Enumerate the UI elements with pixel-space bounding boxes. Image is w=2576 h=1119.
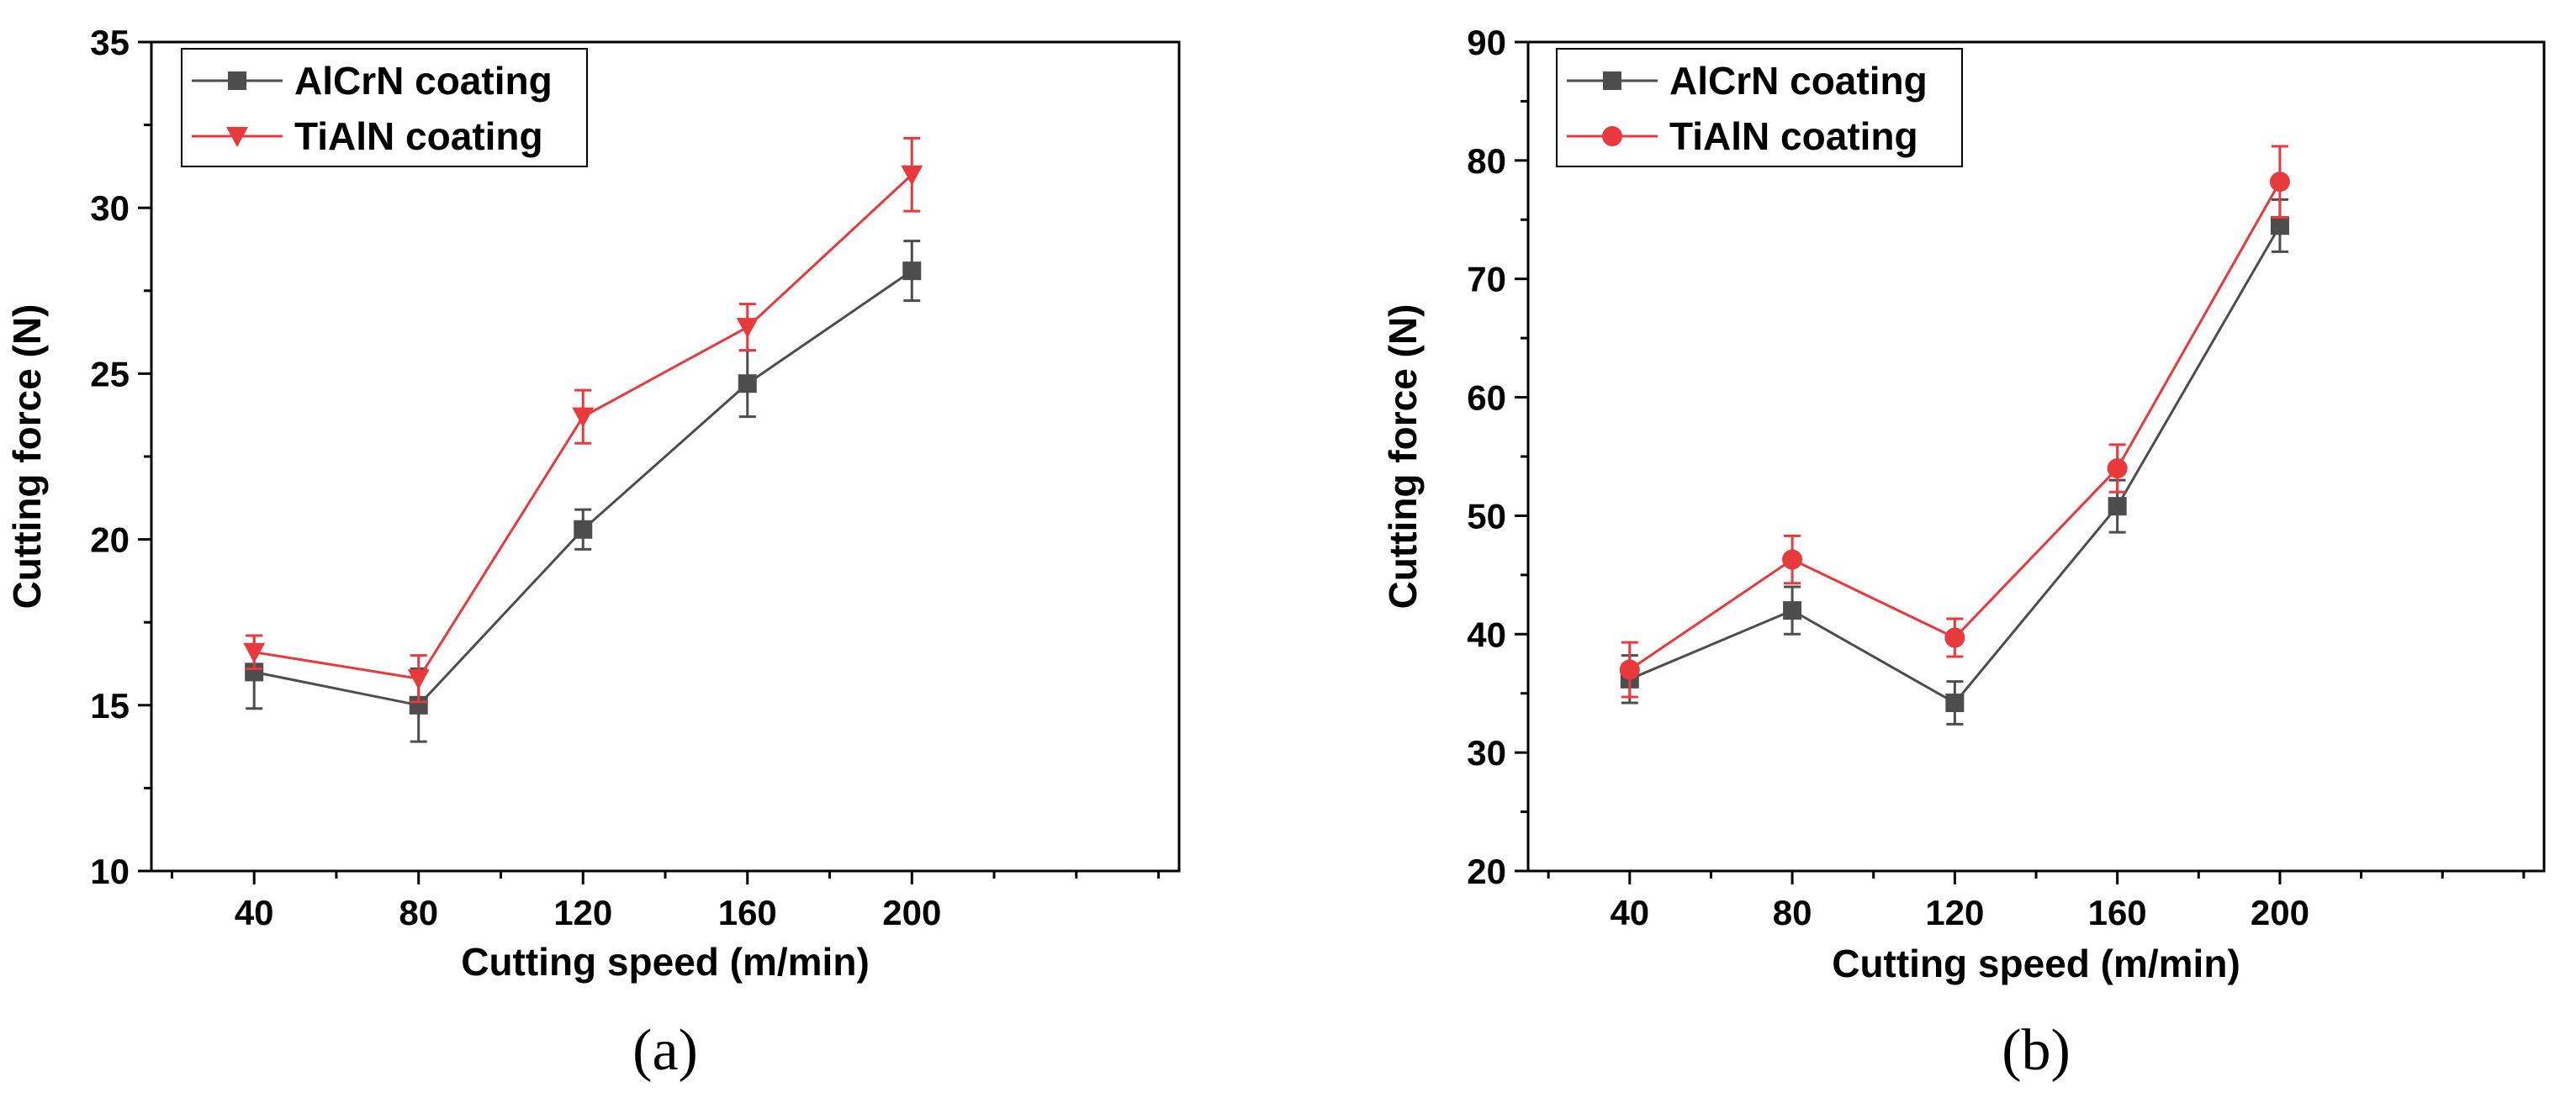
data-point	[1619, 659, 1640, 680]
x-tick-label: 40	[1610, 893, 1649, 932]
y-tick-label: 80	[1467, 141, 1506, 181]
legend-marker	[1603, 71, 1621, 90]
data-point	[572, 407, 595, 428]
data-point	[407, 669, 430, 690]
x-tick-label: 160	[2088, 893, 2147, 932]
data-point	[901, 165, 923, 186]
data-point	[1783, 601, 1802, 620]
x-axis-title: Cutting speed (m/min)	[1832, 942, 2240, 985]
legend-box	[181, 48, 588, 167]
y-tick-label: 20	[1467, 852, 1506, 891]
y-tick-label: 50	[1467, 496, 1506, 536]
data-point	[1782, 549, 1803, 570]
y-axis-title: Cutting force (N)	[5, 304, 49, 610]
data-point	[1945, 693, 1965, 712]
series-line	[1628, 181, 2282, 671]
data-point	[2270, 216, 2289, 235]
data-point	[736, 318, 759, 339]
data-point	[2269, 172, 2290, 193]
legend-marker	[1602, 126, 1622, 146]
chart-panel-1: 40 80 120 160 200 10 15 20 25 30 35 Cutting speed (…	[5, 23, 1181, 1083]
series-1	[1620, 198, 2289, 726]
y-tick-label: 70	[1467, 260, 1506, 299]
legend: AlCrN coating TiAlN coating	[181, 48, 588, 167]
legend-box	[1556, 48, 1963, 167]
legend-label: TiAlN coating	[294, 114, 543, 158]
legend-marker	[228, 71, 246, 90]
x-tick-label: 40	[235, 893, 274, 932]
y-tick-label: 30	[1467, 733, 1506, 773]
data-point	[574, 520, 593, 539]
y-tick-label: 30	[90, 188, 130, 228]
x-tick-label: 80	[399, 893, 438, 932]
data-point	[738, 374, 757, 393]
legend: AlCrN coating TiAlN coating	[1556, 48, 1963, 167]
x-tick-label: 120	[1925, 893, 1984, 932]
series-line	[253, 269, 913, 707]
series-2	[243, 136, 923, 704]
y-axis-title: Cutting force (N)	[1381, 304, 1425, 610]
x-tick-label: 200	[882, 893, 941, 932]
data-point	[243, 642, 266, 663]
x-tick-label: 80	[1773, 893, 1812, 932]
x-tick-label: 200	[2251, 893, 2309, 932]
data-point	[409, 695, 428, 715]
data-point	[245, 662, 264, 682]
y-tick-label: 15	[90, 686, 130, 726]
legend-marker	[226, 127, 248, 147]
panel-label: (b)	[2002, 1018, 2071, 1083]
y-tick-label: 25	[90, 354, 130, 393]
y-tick-label: 10	[90, 852, 130, 891]
panel-label: (a)	[632, 1018, 698, 1083]
x-tick-label: 120	[553, 893, 612, 932]
data-point	[902, 261, 922, 281]
y-tick-label: 40	[1467, 615, 1506, 654]
chart-panel-2: 40 80 120 160 200 20 30 40 50 60 70 80 90 Cutting spe…	[1381, 23, 2546, 1083]
y-tick-label: 20	[90, 520, 130, 560]
x-axis-title: Cutting speed (m/min)	[461, 940, 870, 984]
data-point	[1944, 627, 1965, 648]
x-tick-label: 160	[718, 893, 777, 932]
series-1	[245, 240, 922, 743]
data-point	[2107, 458, 2128, 479]
legend-label: TiAlN coating	[1669, 114, 1918, 158]
legend-label: AlCrN coating	[1669, 59, 1928, 103]
y-tick-label: 60	[1467, 378, 1506, 418]
y-tick-label: 35	[90, 23, 130, 62]
data-point	[2108, 497, 2127, 516]
legend-label: AlCrN coating	[294, 59, 553, 103]
y-tick-label: 90	[1467, 23, 1506, 62]
series-2	[1619, 145, 2290, 699]
